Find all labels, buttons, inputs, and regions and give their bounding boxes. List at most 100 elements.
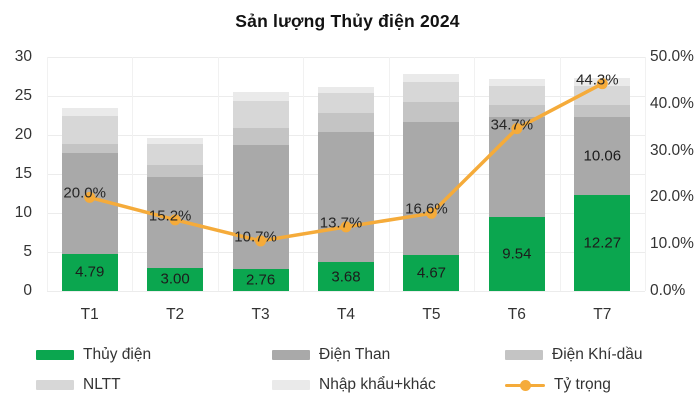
bar-segment-renewable xyxy=(318,93,374,113)
legend-swatch xyxy=(272,350,310,360)
right-axis-tick: 20.0% xyxy=(650,188,694,206)
x-axis-label: T3 xyxy=(251,306,270,323)
line-value-label: 15.2% xyxy=(148,207,192,225)
bar-segment-gas xyxy=(574,105,631,117)
bar-segment-coal xyxy=(403,121,460,255)
bar-segment-renewable xyxy=(147,144,204,165)
bar-segment-import xyxy=(61,107,118,117)
left-axis-tick: 10 xyxy=(14,204,32,221)
line-labels-layer: 20.0% 15.2% 10.7% 13.7% 16.6% 34.7% 44.3% xyxy=(47,57,645,291)
gridline-vertical xyxy=(303,57,305,291)
legend-label: Thủy điện xyxy=(83,346,152,363)
gridline-vertical xyxy=(47,57,48,291)
gridline-vertical xyxy=(388,57,390,291)
legend-label: Điện Khí-dầu xyxy=(552,346,643,363)
bar-value-label: 2.76 xyxy=(245,271,276,289)
x-axis-label: T2 xyxy=(166,306,185,323)
right-axis: 50.0% 40.0% 30.0% 20.0% 10.0% 0.0% xyxy=(650,48,695,299)
bar-value-label: 3.68 xyxy=(331,268,361,286)
bar-value-label: 4.79 xyxy=(75,263,105,281)
bar-segment-hydro xyxy=(488,216,545,291)
bar-segment-gas xyxy=(232,127,289,146)
bar-value-label: 9.54 xyxy=(502,245,532,263)
bar-segment-hydro xyxy=(147,267,204,291)
legend-item-hydro: Thủy điện xyxy=(36,345,151,365)
bar-segment-hydro xyxy=(574,195,631,291)
line-value-label: 44.3% xyxy=(576,71,619,89)
right-axis-tick: 50.0% xyxy=(650,48,694,65)
right-axis-tick: 40.0% xyxy=(650,94,694,112)
line-marker xyxy=(596,78,608,90)
bar-segment-gas xyxy=(488,105,545,117)
left-axis-tick: 20 xyxy=(14,126,32,143)
x-axis-label: T7 xyxy=(593,306,612,323)
legend-swatch xyxy=(272,380,310,390)
bar-segment-renewable xyxy=(61,116,118,144)
x-axis-label: T5 xyxy=(422,306,441,323)
bar-segment-gas xyxy=(61,143,118,154)
bar-segment-coal xyxy=(318,132,374,263)
legend-swatch xyxy=(36,350,74,360)
right-axis-tick: 10.0% xyxy=(650,235,694,253)
x-axis-label: T4 xyxy=(336,306,356,323)
bar-segment-coal xyxy=(574,116,631,196)
bar-segment-hydro xyxy=(61,253,118,291)
x-axis: T1 T2 T3 T4 T5 T6 T7 xyxy=(47,306,645,328)
line-value-label: 10.7% xyxy=(234,228,277,246)
line-value-label: 20.0% xyxy=(63,184,106,202)
bar-segment-import xyxy=(488,78,545,87)
left-axis: 30 25 20 15 10 5 0 xyxy=(0,48,39,299)
legend: Thủy điện Điện Than Điện Khí-dầu NLTT Nhập k… xyxy=(0,345,695,411)
plot-area: 4.79 3.00 2.76 3.68 4.67 9.54 12.27 10.06 20.0%… xyxy=(47,57,646,292)
bar-segment-renewable xyxy=(232,101,289,128)
legend-swatch xyxy=(36,380,74,390)
left-axis-tick: 25 xyxy=(14,87,32,104)
legend-line-marker xyxy=(519,379,531,391)
right-axis-tick: 30.0% xyxy=(650,141,694,159)
bar-segment-gas xyxy=(318,112,374,133)
legend-item-import: Nhập khẩu+khác xyxy=(272,375,436,395)
chart-title: Sản lượng Thủy điện 2024 xyxy=(235,11,460,31)
left-axis-tick: 0 xyxy=(23,282,32,299)
gridline-vertical xyxy=(559,57,561,291)
bar-segment-hydro xyxy=(318,262,374,291)
bar-value-label: 10.06 xyxy=(583,147,622,165)
bar-segment-import xyxy=(403,74,460,83)
bar-segment-gas xyxy=(403,102,460,122)
legend-label: Nhập khẩu+khác xyxy=(319,376,436,393)
bar-value-label: 4.67 xyxy=(416,264,447,282)
bar-segment-gas xyxy=(147,164,204,178)
bar-value-label: 12.27 xyxy=(583,234,622,252)
bar-segment-hydro xyxy=(232,269,289,291)
legend-item-line: Tỷ trọng xyxy=(505,375,611,395)
bar-segment-renewable xyxy=(488,86,545,106)
line-value-label: 16.6% xyxy=(405,200,448,218)
legend-label: Tỷ trọng xyxy=(554,376,611,393)
line-marker xyxy=(84,191,96,203)
line-marker xyxy=(425,207,437,219)
gridline-vertical xyxy=(645,57,646,291)
bar-value-label: 3.00 xyxy=(160,270,190,288)
gridline-vertical xyxy=(474,57,476,291)
legend-swatch xyxy=(505,350,543,360)
legend-item-gas: Điện Khí-dầu xyxy=(505,345,642,365)
line-value-label: 34.7% xyxy=(490,116,534,134)
left-axis-tick: 5 xyxy=(23,243,32,260)
bar-segment-import xyxy=(232,92,289,101)
gridline-vertical xyxy=(132,57,134,291)
gridline-vertical xyxy=(217,57,219,291)
line-value-label: 13.7% xyxy=(319,214,363,232)
bar-segment-renewable xyxy=(403,82,460,103)
legend-item-renewable: NLTT xyxy=(36,375,121,395)
left-axis-tick: 30 xyxy=(14,48,32,65)
legend-item-coal: Điện Than xyxy=(272,345,390,365)
line-marker xyxy=(340,221,352,233)
right-axis-tick: 0.0% xyxy=(650,282,686,299)
line-marker xyxy=(255,235,267,247)
x-axis-label: T1 xyxy=(80,306,99,323)
bar-segment-import xyxy=(318,86,374,94)
bar-segment-import xyxy=(147,138,204,145)
gridline-horizontal xyxy=(47,291,645,292)
x-axis-label: T6 xyxy=(507,306,526,323)
